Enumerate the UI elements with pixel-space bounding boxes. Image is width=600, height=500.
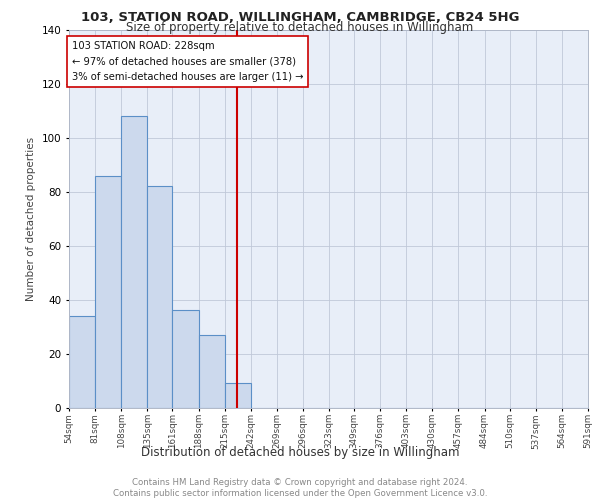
Text: 103 STATION ROAD: 228sqm
← 97% of detached houses are smaller (378)
3% of semi-d: 103 STATION ROAD: 228sqm ← 97% of detach…	[72, 41, 304, 82]
Bar	[224, 383, 251, 407]
Bar	[172, 310, 199, 408]
Y-axis label: Number of detached properties: Number of detached properties	[26, 136, 36, 301]
Bar	[69, 316, 95, 408]
Bar	[147, 186, 172, 408]
Bar	[95, 176, 121, 408]
Bar	[121, 116, 147, 408]
Bar	[199, 334, 224, 407]
Text: Distribution of detached houses by size in Willingham: Distribution of detached houses by size …	[141, 446, 459, 459]
Text: 103, STATION ROAD, WILLINGHAM, CAMBRIDGE, CB24 5HG: 103, STATION ROAD, WILLINGHAM, CAMBRIDGE…	[81, 11, 519, 24]
Text: Size of property relative to detached houses in Willingham: Size of property relative to detached ho…	[127, 21, 473, 34]
Text: Contains HM Land Registry data © Crown copyright and database right 2024.
Contai: Contains HM Land Registry data © Crown c…	[113, 478, 487, 498]
